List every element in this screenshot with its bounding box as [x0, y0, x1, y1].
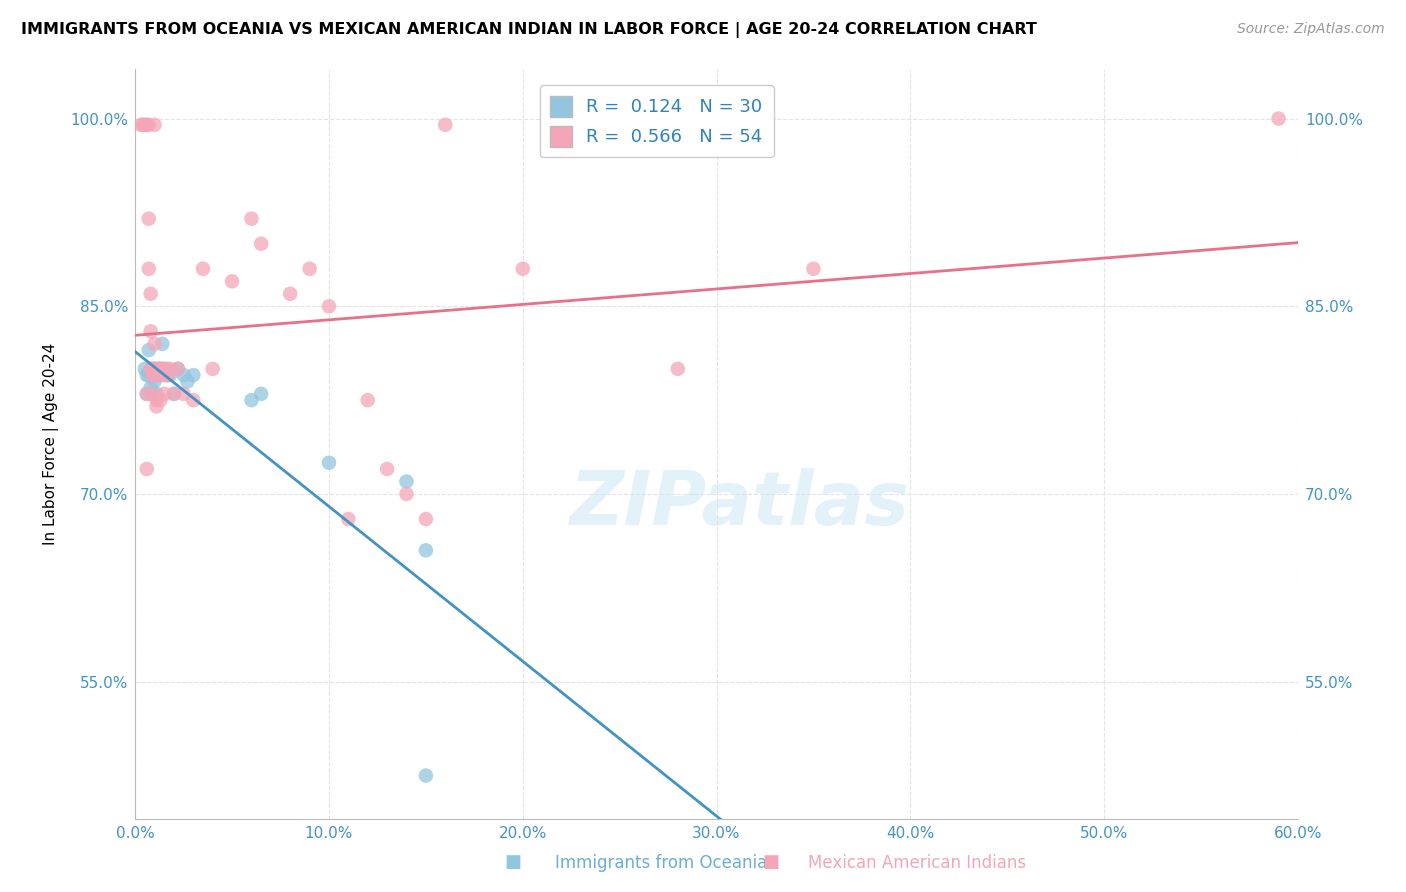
- Point: [132, 118, 155, 132]
- Point: [318, 456, 340, 470]
- Point: [143, 375, 166, 389]
- Text: IMMIGRANTS FROM OCEANIA VS MEXICAN AMERICAN INDIAN IN LABOR FORCE | AGE 20-24 CO: IMMIGRANTS FROM OCEANIA VS MEXICAN AMERI…: [21, 22, 1038, 38]
- Point: [139, 324, 162, 338]
- Y-axis label: In Labor Force | Age 20-24: In Labor Force | Age 20-24: [44, 343, 59, 545]
- Text: Mexican American Indians: Mexican American Indians: [808, 855, 1026, 872]
- Point: [176, 375, 198, 389]
- Point: [129, 118, 152, 132]
- Point: [150, 336, 173, 351]
- Text: ■: ■: [762, 853, 779, 871]
- Point: [145, 387, 167, 401]
- Point: [138, 118, 160, 132]
- Point: [138, 261, 160, 276]
- Point: [375, 462, 398, 476]
- Point: [240, 393, 263, 408]
- Point: [153, 387, 176, 401]
- Point: [221, 274, 243, 288]
- Point: [159, 362, 181, 376]
- Point: [148, 362, 170, 376]
- Point: [135, 387, 157, 401]
- Point: [395, 487, 418, 501]
- Point: [149, 393, 172, 408]
- Point: [143, 368, 166, 383]
- Point: [143, 362, 166, 376]
- Point: [512, 261, 534, 276]
- Point: [139, 381, 162, 395]
- Point: [134, 362, 156, 376]
- Point: [149, 362, 172, 376]
- Point: [250, 387, 273, 401]
- Point: [145, 400, 167, 414]
- Point: [139, 362, 162, 376]
- Point: [166, 362, 188, 376]
- Point: [250, 236, 273, 251]
- Point: [145, 393, 167, 408]
- Point: [145, 368, 167, 383]
- Point: [142, 368, 165, 383]
- Point: [138, 343, 160, 357]
- Point: [181, 368, 204, 383]
- Point: [142, 368, 165, 383]
- Point: [155, 368, 177, 383]
- Point: [135, 368, 157, 383]
- Text: ZIPatlas: ZIPatlas: [569, 467, 910, 541]
- Point: [153, 362, 176, 376]
- Point: [434, 118, 457, 132]
- Point: [138, 211, 160, 226]
- Point: [138, 368, 160, 383]
- Point: [135, 118, 157, 132]
- Point: [191, 261, 214, 276]
- Point: [142, 387, 165, 401]
- Point: [337, 512, 360, 526]
- Point: [142, 387, 165, 401]
- Legend: R =  0.124   N = 30, R =  0.566   N = 54: R = 0.124 N = 30, R = 0.566 N = 54: [540, 85, 773, 158]
- Point: [134, 118, 156, 132]
- Point: [145, 362, 167, 376]
- Point: [166, 362, 188, 376]
- Point: [139, 286, 162, 301]
- Point: [135, 462, 157, 476]
- Point: [1267, 112, 1289, 126]
- Point: [159, 368, 181, 383]
- Point: [173, 387, 195, 401]
- Text: Immigrants from Oceania: Immigrants from Oceania: [555, 855, 768, 872]
- Point: [240, 211, 263, 226]
- Text: ■: ■: [505, 853, 522, 871]
- Point: [173, 368, 195, 383]
- Point: [155, 362, 177, 376]
- Point: [803, 261, 825, 276]
- Point: [142, 362, 165, 376]
- Point: [157, 368, 180, 383]
- Point: [181, 393, 204, 408]
- Point: [148, 368, 170, 383]
- Point: [153, 368, 176, 383]
- Point: [143, 118, 166, 132]
- Point: [357, 393, 380, 408]
- Point: [143, 362, 166, 376]
- Point: [415, 512, 437, 526]
- Point: [163, 387, 186, 401]
- Point: [149, 368, 172, 383]
- Point: [415, 543, 437, 558]
- Point: [139, 362, 162, 376]
- Point: [395, 475, 418, 489]
- Point: [135, 387, 157, 401]
- Text: Source: ZipAtlas.com: Source: ZipAtlas.com: [1237, 22, 1385, 37]
- Point: [415, 768, 437, 782]
- Point: [298, 261, 321, 276]
- Point: [318, 299, 340, 313]
- Point: [278, 286, 301, 301]
- Point: [666, 362, 689, 376]
- Point: [148, 362, 170, 376]
- Point: [163, 387, 186, 401]
- Point: [201, 362, 224, 376]
- Point: [150, 362, 173, 376]
- Point: [143, 336, 166, 351]
